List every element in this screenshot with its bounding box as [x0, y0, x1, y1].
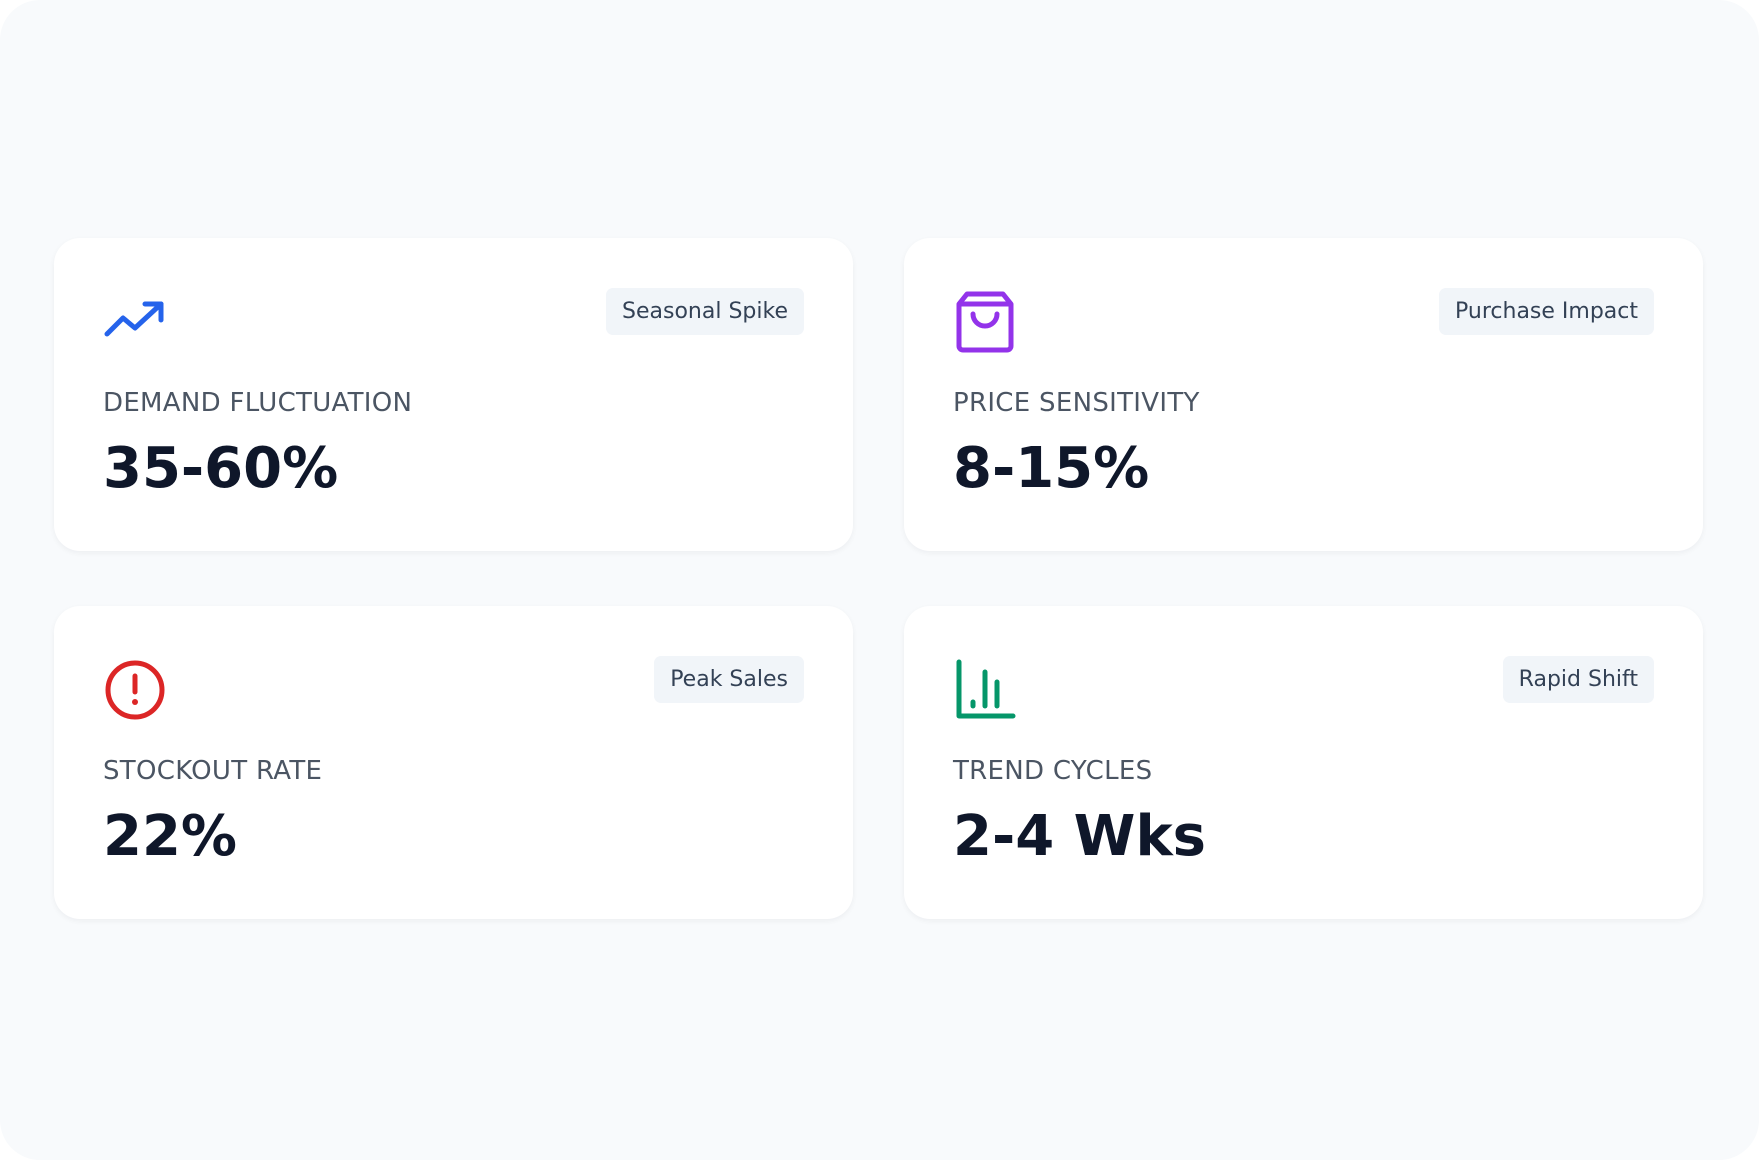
metric-label: STOCKOUT RATE [103, 756, 323, 786]
metric-card: Seasonal Spike DEMAND FLUCTUATION 35-60% [54, 238, 853, 551]
metric-label: DEMAND FLUCTUATION [103, 388, 413, 418]
bag-icon [956, 291, 1014, 353]
badge: Rapid Shift [1502, 656, 1654, 703]
badge: Purchase Impact [1439, 288, 1654, 335]
metric-value: 8-15% [953, 436, 1150, 501]
alert-icon [105, 660, 165, 720]
metric-card: Peak Sales STOCKOUT RATE 22% [54, 606, 853, 919]
metric-card: Purchase Impact PRICE SENSITIVITY 8-15% [904, 238, 1703, 551]
badge: Seasonal Spike [606, 288, 804, 335]
trend-icon [104, 301, 164, 337]
metric-card: Rapid Shift TREND CYCLES 2-4 Wks [904, 606, 1703, 919]
metric-value: 22% [103, 804, 238, 869]
metric-label: PRICE SENSITIVITY [953, 388, 1200, 418]
chart-icon [956, 659, 1016, 719]
badge: Peak Sales [654, 656, 804, 703]
metric-value: 2-4 Wks [953, 804, 1207, 869]
metric-value: 35-60% [103, 436, 339, 501]
metric-label: TREND CYCLES [953, 756, 1153, 786]
